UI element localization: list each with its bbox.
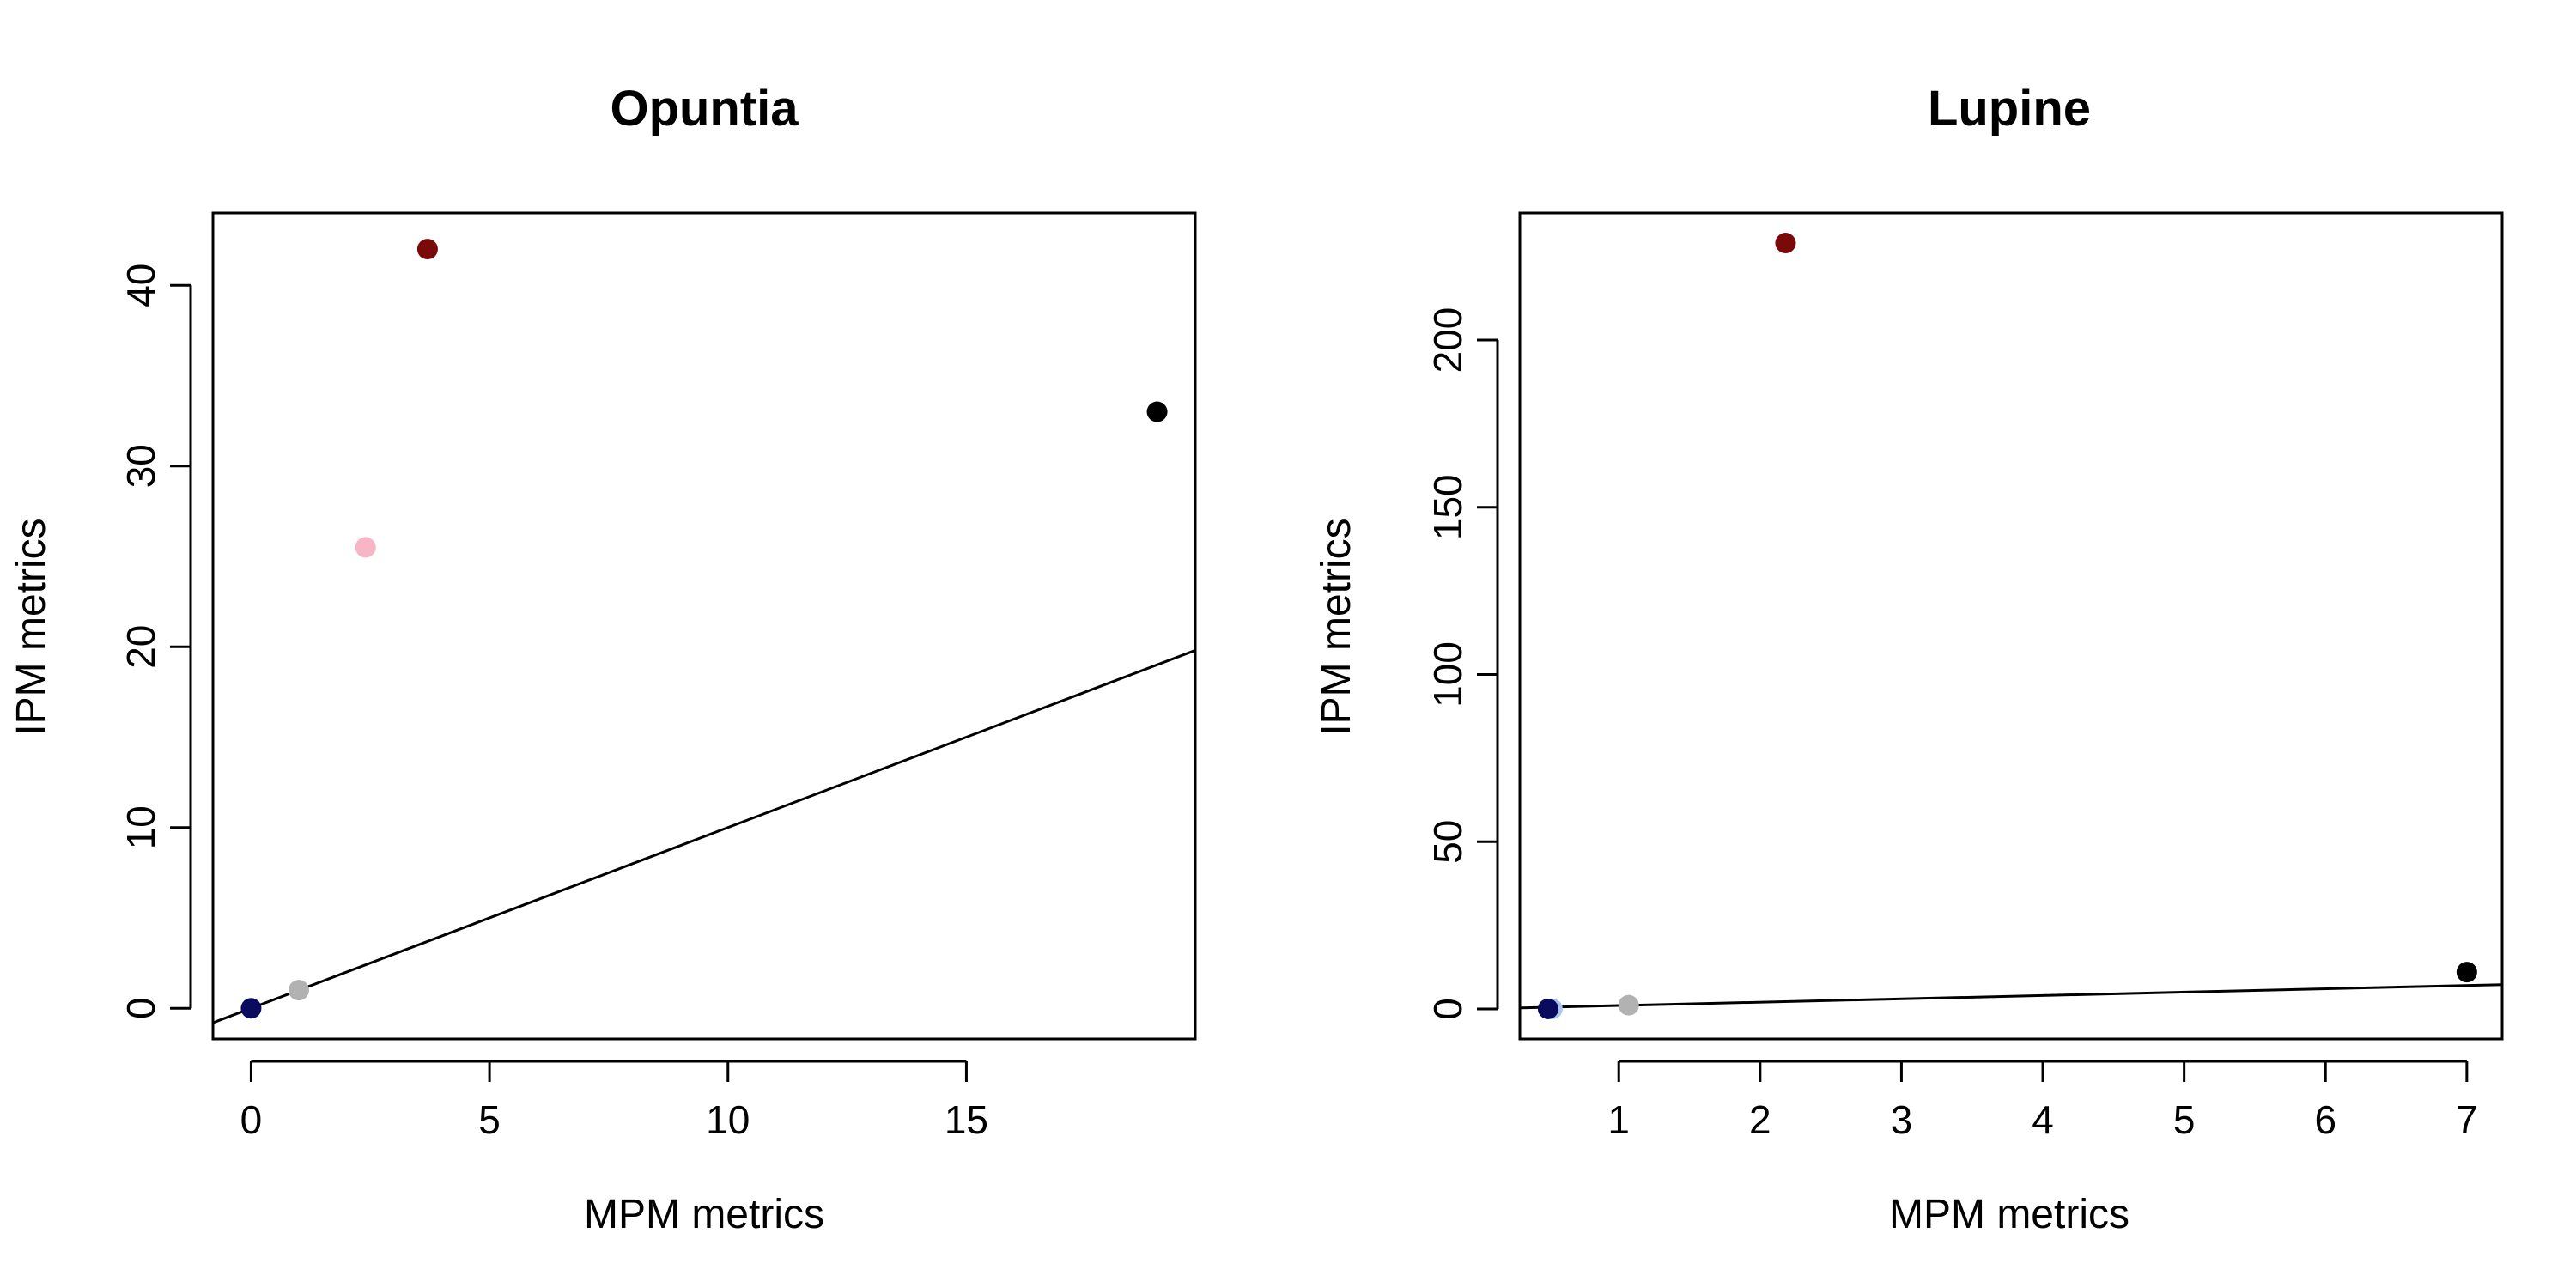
data-point	[355, 537, 376, 558]
plot-frame	[211, 211, 1197, 1041]
reference-line	[213, 649, 1195, 1024]
y-tick-label: 0	[1425, 998, 1470, 1020]
x-tick-label: 1	[1607, 1097, 1630, 1142]
panel-lupine: Lupine MPM metrics IPM metrics 1 2 3 4 5 6 7 0 5…	[1314, 81, 2504, 1237]
y-tick-label: 150	[1425, 474, 1470, 540]
x-axis-label: MPM metrics	[1889, 1192, 2129, 1237]
y-tick-label: 30	[118, 444, 163, 488]
reference-line	[1520, 983, 2502, 1010]
x-tick-label: 6	[2314, 1097, 2336, 1142]
y-tick-label: 20	[118, 625, 163, 669]
x-tick-label: 5	[478, 1097, 501, 1142]
data-point	[1775, 233, 1796, 254]
data-point	[416, 239, 438, 260]
x-tick-label: 7	[2456, 1097, 2478, 1142]
data-point	[2456, 962, 2477, 983]
data-point	[1618, 994, 1639, 1016]
data-point	[1537, 998, 1558, 1019]
y-tick-label: 40	[118, 264, 163, 307]
y-tick-label: 0	[118, 997, 163, 1019]
x-tick-label: 2	[1749, 1097, 1771, 1142]
x-tick-label: 0	[240, 1097, 263, 1142]
chart-title: Lupine	[1928, 81, 2091, 137]
y-tick-label: 100	[1425, 641, 1470, 708]
x-tick-label: 4	[2032, 1097, 2054, 1142]
chart-title: Opuntia	[610, 81, 799, 137]
y-tick-label: 10	[118, 805, 163, 849]
y-tick-label: 50	[1425, 820, 1470, 864]
data-point	[240, 998, 262, 1019]
x-tick-label: 5	[2173, 1097, 2196, 1142]
panel-opuntia: Opuntia MPM metrics IPM metrics 0 5 10 15 0 1…	[9, 81, 1197, 1237]
x-tick-label: 10	[706, 1097, 750, 1142]
x-tick-label: 15	[945, 1097, 988, 1142]
y-tick-label: 200	[1425, 307, 1470, 374]
y-axis-label: IPM metrics	[9, 518, 54, 735]
y-axis-label: IPM metrics	[1314, 518, 1359, 735]
data-point	[288, 980, 309, 1001]
x-tick-label: 3	[1891, 1097, 1913, 1142]
data-point	[1146, 401, 1168, 422]
x-axis-label: MPM metrics	[584, 1192, 824, 1237]
plot-frame	[1518, 211, 2504, 1041]
